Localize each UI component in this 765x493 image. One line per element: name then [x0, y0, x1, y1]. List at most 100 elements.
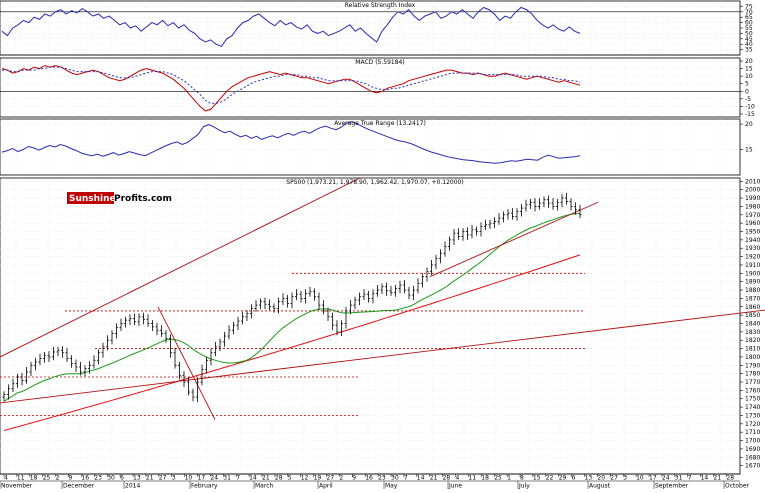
logo-text-part2: Profits.com: [114, 194, 172, 204]
price-bar: [497, 213, 501, 225]
rsi-tick-label: 40: [745, 41, 753, 48]
price-bar: [430, 259, 433, 275]
trend-line: [0, 309, 765, 404]
price-bar: [43, 351, 46, 363]
price-bar: [322, 300, 325, 315]
macd-tick-label: -15: [745, 111, 755, 118]
price-bar: [326, 307, 330, 321]
price-bar: [133, 313, 136, 326]
price-tick-label: 1690: [745, 446, 760, 453]
price-bar: [502, 211, 505, 223]
day-label: 13: [133, 475, 141, 482]
price-bar: [421, 273, 424, 288]
price-bar: [547, 195, 550, 209]
price-bar: [299, 290, 303, 303]
price-tick-label: 1880: [745, 287, 760, 294]
price-bar: [353, 296, 357, 310]
logo-text-part1: Sunshine: [69, 194, 116, 204]
price-bar: [11, 378, 15, 393]
price-bar: [2, 391, 6, 402]
day-label: 11: [17, 475, 25, 482]
price-bar: [245, 310, 249, 321]
month-label: April: [319, 483, 333, 490]
day-label: 9: [352, 475, 356, 482]
price-bar: [439, 249, 442, 264]
macd-tick-label: 15: [745, 66, 753, 73]
price-bar: [412, 285, 415, 301]
month-label: July: [518, 483, 530, 490]
price-tick-label: 1980: [745, 203, 760, 210]
price-tick-label: 1720: [745, 421, 760, 428]
macd-frame: [0, 57, 741, 118]
price-bar: [101, 342, 105, 358]
price-bar: [574, 202, 577, 215]
price-bar: [196, 377, 199, 403]
day-label: 24: [210, 475, 218, 482]
day-label: 9: [69, 475, 73, 482]
price-bar: [25, 366, 28, 384]
price-bar: [308, 286, 312, 297]
day-label: 21: [430, 475, 438, 482]
logo-badge-right: [114, 192, 154, 204]
price-tick-label: 1730: [745, 412, 760, 419]
month-label: February: [191, 483, 218, 490]
price-tick-label: 1960: [745, 220, 760, 227]
price-bar: [65, 347, 69, 362]
day-label: 11: [468, 475, 476, 482]
price-bar: [461, 228, 465, 241]
rsi-title: Relative Strength Index: [345, 2, 416, 9]
day-label: 21: [262, 475, 270, 482]
price-tick-label: 1970: [745, 212, 760, 219]
day-label: 19: [314, 475, 322, 482]
price-tick-label: 1700: [745, 438, 760, 445]
price-bar: [511, 208, 514, 220]
price-bar: [290, 292, 294, 309]
month-label: May: [385, 483, 398, 490]
macd-tick-label: -5: [745, 96, 751, 103]
macd-tick-label: 20: [745, 58, 753, 65]
month-label: October: [725, 483, 750, 490]
price-bar: [187, 377, 190, 396]
price-tick-label: 1830: [745, 329, 760, 336]
price-bar: [335, 320, 339, 336]
price-bar: [259, 298, 262, 310]
rsi-tick-label: 55: [745, 25, 753, 32]
price-tick-label: 1670: [745, 463, 760, 470]
day-label: 16: [81, 475, 89, 482]
day-label: 29: [559, 475, 567, 482]
price-tick-label: 1770: [745, 379, 760, 386]
price-tick-label: 1950: [745, 229, 760, 236]
price-bar: [272, 303, 276, 313]
price-bar: [209, 348, 213, 366]
day-label: 14: [701, 475, 709, 482]
price-bar: [146, 314, 150, 327]
price-bar: [169, 334, 172, 358]
rsi-tick-label: 70: [745, 9, 753, 16]
month-label: September: [655, 483, 689, 490]
price-bar: [362, 289, 366, 301]
day-label: 17: [649, 475, 657, 482]
price-bar: [218, 338, 222, 352]
price-bar: [88, 361, 91, 374]
day-label: 30: [107, 475, 115, 482]
price-bar: [380, 283, 384, 295]
price-bar: [47, 351, 51, 362]
macd-tick-label: 5: [745, 81, 749, 88]
price-bar: [155, 322, 159, 336]
price-bar: [556, 198, 559, 211]
logo-badge: [67, 192, 114, 204]
price-tick-label: 1940: [745, 237, 760, 244]
price-bar: [448, 236, 451, 251]
price-bar: [227, 325, 231, 340]
price-bar: [524, 199, 528, 212]
price-bar: [250, 304, 253, 319]
price-bar: [61, 346, 64, 358]
moving-average-50: [3, 213, 581, 402]
day-label: 15: [533, 475, 541, 482]
price-bar: [79, 361, 82, 376]
month-label: December: [63, 483, 95, 490]
day-label: 6: [120, 475, 124, 482]
price-tick-label: 1860: [745, 304, 760, 311]
price-bar: [164, 330, 168, 343]
price-tick-label: 1930: [745, 245, 760, 252]
